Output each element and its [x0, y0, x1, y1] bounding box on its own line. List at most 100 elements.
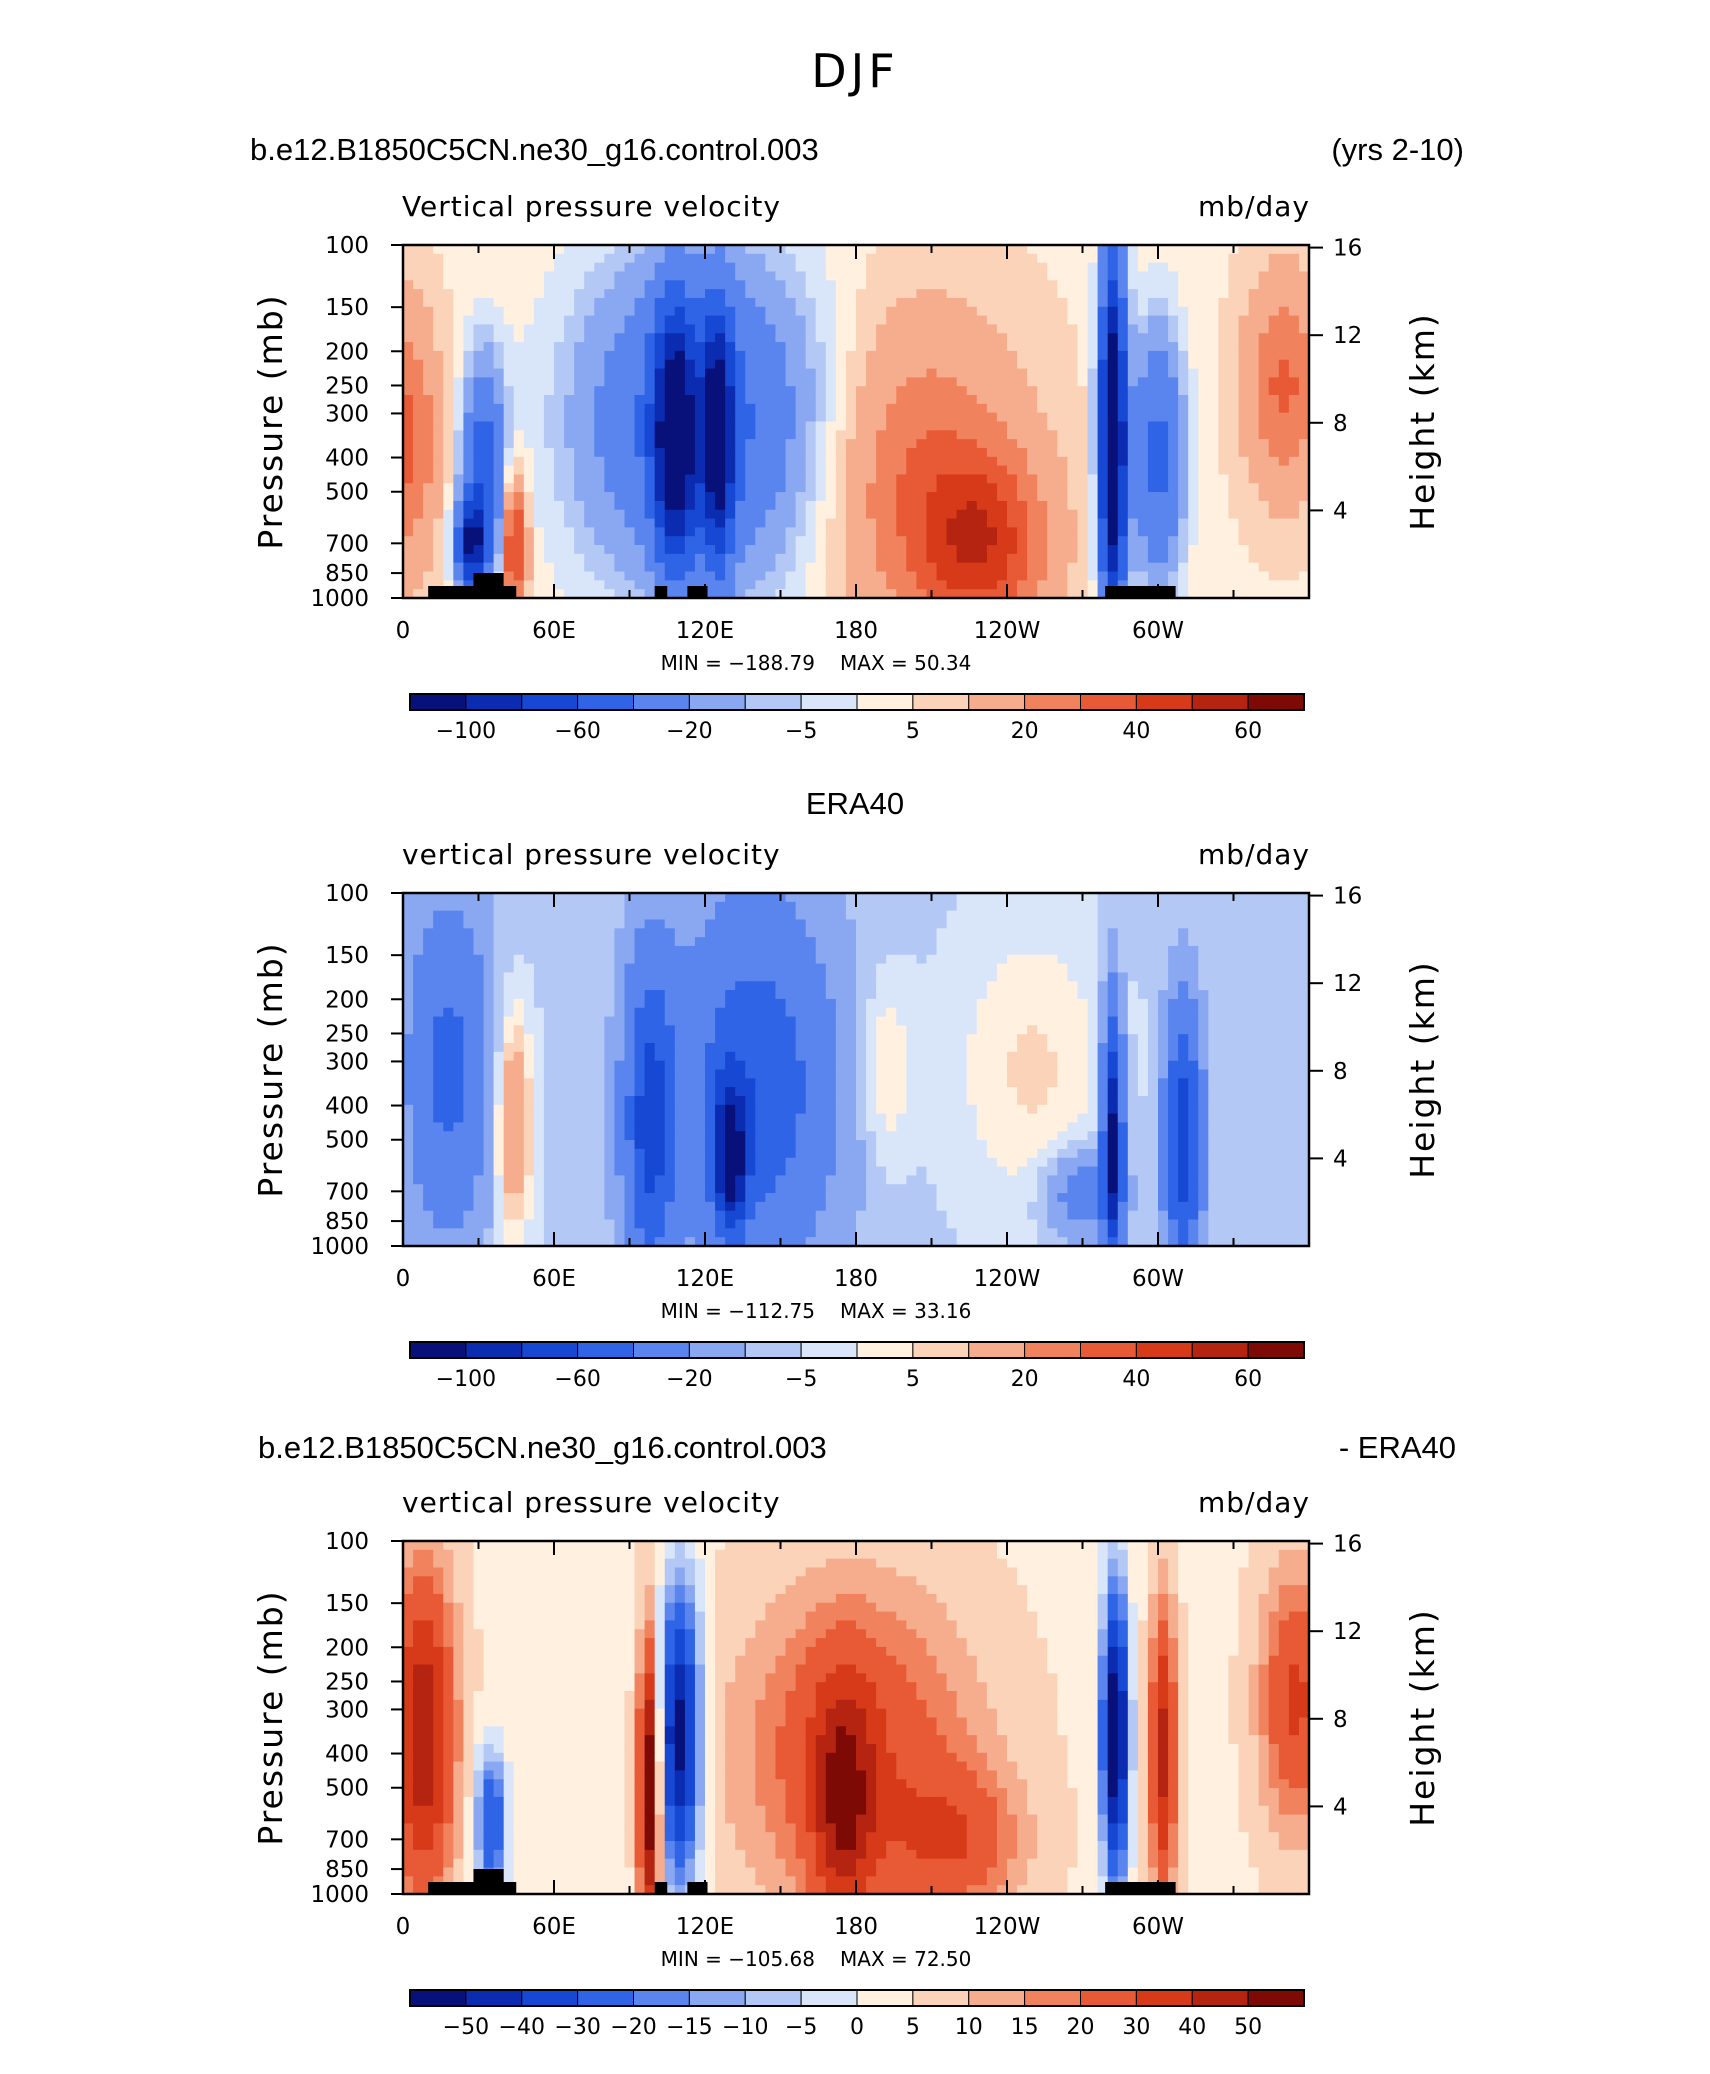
heatmap-cell [745, 368, 756, 378]
heatmap-cell [413, 589, 424, 599]
heatmap-cell [815, 324, 827, 334]
heatmap-cell [614, 474, 626, 484]
heatmap-cell [1107, 368, 1119, 378]
heatmap-cell [986, 893, 998, 903]
heatmap-cell [1087, 910, 1099, 921]
heatmap-cell [584, 465, 595, 476]
heatmap-cell [644, 324, 656, 334]
heatmap-cell [916, 456, 928, 467]
heatmap-cell [413, 954, 424, 965]
heatmap-cell [503, 998, 515, 1009]
heatmap-cell [644, 350, 656, 361]
heatmap-cell [574, 990, 585, 1000]
heatmap-cell [1158, 972, 1169, 982]
heatmap-cell [876, 954, 887, 965]
heatmap-cell [775, 518, 787, 528]
heatmap-cell [765, 315, 777, 326]
heatmap-cell [1228, 368, 1240, 378]
heatmap-cell [654, 580, 666, 590]
heatmap-cell [1027, 421, 1038, 431]
heatmap-cell [1137, 910, 1149, 921]
heatmap-cell [423, 901, 434, 912]
heatmap-cell [866, 324, 877, 334]
heatmap-cell [765, 253, 777, 264]
heatmap-cell [825, 972, 837, 982]
heatmap-cell [443, 893, 454, 903]
heatmap-cell [674, 1007, 686, 1018]
heatmap-cell [1107, 919, 1119, 929]
heatmap-cell [1107, 937, 1119, 947]
heatmap-cell [1248, 901, 1260, 912]
heatmap-cell [1027, 937, 1038, 947]
heatmap-cell [906, 289, 917, 299]
heatmap-cell [785, 289, 797, 299]
heatmap-cell [664, 324, 676, 334]
heatmap-cell [594, 421, 605, 431]
heatmap-cell [926, 324, 938, 334]
heatmap-cell [483, 271, 495, 281]
heatmap-cell [503, 271, 515, 281]
heatmap-cell [624, 359, 636, 370]
heatmap-cell [664, 919, 676, 929]
heatmap-cell [936, 306, 948, 317]
heatmap-cell [835, 536, 847, 546]
heatmap-cell [866, 395, 877, 405]
heatmap-cell [755, 509, 766, 520]
heatmap-cell [433, 350, 444, 361]
heatmap-cell [1238, 474, 1250, 484]
heatmap-cell [463, 580, 475, 590]
heatmap-cell [966, 1007, 978, 1018]
heatmap-cell [715, 421, 726, 431]
heatmap-cell [936, 465, 948, 476]
heatmap-cell [1127, 562, 1139, 573]
heatmap-cell [614, 1007, 626, 1018]
heatmap-cell [443, 919, 454, 929]
heatmap-cell [654, 919, 666, 929]
heatmap-cell [805, 474, 817, 484]
heatmap-cell [735, 306, 746, 317]
heatmap-cell [1258, 421, 1270, 431]
heatmap-cell [543, 1016, 555, 1026]
heatmap-cell [463, 536, 475, 546]
heatmap-cell [986, 403, 998, 414]
heatmap-cell [674, 910, 686, 921]
heatmap-cell [1258, 324, 1270, 334]
heatmap-cell [543, 571, 555, 581]
heatmap-cell [805, 377, 817, 387]
heatmap-cell [513, 306, 525, 317]
heatmap-cell [614, 1016, 626, 1026]
heatmap-cell [493, 377, 505, 387]
heatmap-cell [473, 271, 485, 281]
heatmap-cell [1127, 998, 1139, 1009]
heatmap-cell [513, 545, 525, 555]
heatmap-cell [946, 324, 958, 334]
heatmap-cell [1037, 492, 1048, 502]
heatmap-cell [896, 245, 907, 255]
heatmap-cell [1097, 368, 1109, 378]
heatmap-cell [986, 465, 998, 476]
heatmap-cell [705, 937, 716, 947]
heatmap-cell [493, 998, 505, 1009]
heatmap-cell [1087, 580, 1099, 590]
heatmap-cell [1147, 945, 1159, 956]
heatmap-cell [1158, 271, 1169, 281]
heatmap-cell [1158, 324, 1169, 334]
heatmap-cell [1097, 465, 1109, 476]
heatmap-cell [594, 403, 605, 414]
heatmap-cell [1188, 395, 1199, 405]
heatmap-cell [513, 297, 525, 308]
heatmap-cell [503, 430, 515, 440]
heatmap-cell [896, 465, 907, 476]
heatmap-cell [1278, 928, 1290, 938]
heatmap-cell [483, 981, 495, 991]
heatmap-cell [1168, 447, 1179, 458]
heatmap-cell [1198, 377, 1209, 387]
heatmap-cell [1117, 483, 1129, 493]
heatmap-cell [413, 262, 424, 273]
heatmap-cell [966, 342, 978, 352]
heatmap-cell [634, 553, 646, 564]
heatmap-cell [574, 998, 585, 1009]
heatmap-cell [755, 350, 766, 361]
heatmap-cell [856, 271, 867, 281]
heatmap-cell [745, 377, 756, 387]
